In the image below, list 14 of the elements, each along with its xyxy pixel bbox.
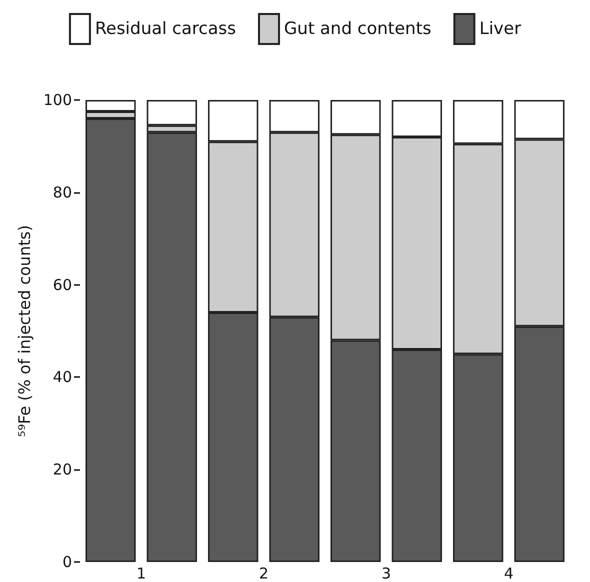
y-tick-label: 60 xyxy=(52,276,72,294)
y-tick-label: 100 xyxy=(43,91,72,109)
legend-label: Liver xyxy=(479,19,522,39)
x-tick-label: 3 xyxy=(381,564,392,582)
x-tick-label: 1 xyxy=(136,564,146,582)
y-axis-title: ⁵⁹Fe (% of injected counts) xyxy=(14,225,34,437)
legend-label: Gut and contents xyxy=(284,19,432,39)
y-tick-label: 80 xyxy=(52,183,72,202)
y-tick-label: 20 xyxy=(52,460,72,479)
y-tick-label: 0 xyxy=(62,553,72,571)
y-tick-label: 40 xyxy=(52,368,72,386)
x-tick-label: 2 xyxy=(258,564,269,582)
legend-label: Residual carcass xyxy=(94,19,236,39)
x-tick-label: 4 xyxy=(504,564,514,582)
